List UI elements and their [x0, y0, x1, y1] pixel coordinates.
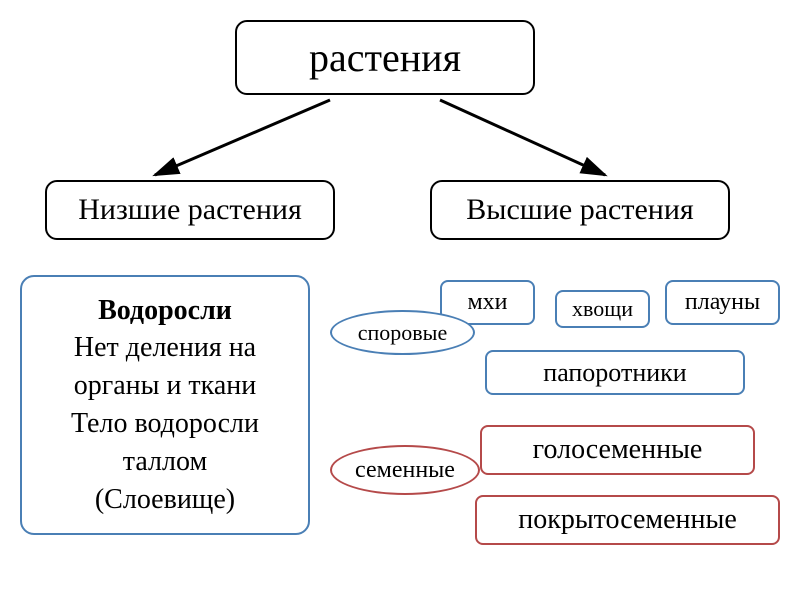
algae-line-5: (Слоевище) [95, 481, 235, 519]
node-lycopods-label: плауны [685, 289, 760, 316]
node-lower-label: Низшие растения [78, 193, 302, 227]
node-spore-bearing: споровые [330, 310, 475, 355]
node-gymnosperms: голосеменные [480, 425, 755, 475]
node-higher-label: Высшие растения [466, 193, 693, 227]
algae-line-0: Водоросли [98, 292, 232, 330]
algae-line-2: органы и ткани [74, 367, 257, 405]
node-root: растения [235, 20, 535, 95]
node-horsetails: хвощи [555, 290, 650, 328]
node-ferns-label: папоротники [543, 358, 686, 388]
node-seed-label: семенные [355, 457, 455, 484]
node-higher-plants: Высшие растения [430, 180, 730, 240]
algae-line-4: таллом [123, 443, 207, 481]
node-root-label: растения [309, 34, 461, 81]
node-angiosperms-label: покрытосеменные [518, 504, 737, 536]
node-horsetails-label: хвощи [572, 296, 633, 322]
node-seed-bearing: семенные [330, 445, 480, 495]
node-gymnosperms-label: голосеменные [533, 434, 703, 466]
algae-line-3: Тело водоросли [71, 405, 259, 443]
node-angiosperms: покрытосеменные [475, 495, 780, 545]
node-algae: Водоросли Нет деления на органы и ткани … [20, 275, 310, 535]
node-lower-plants: Низшие растения [45, 180, 335, 240]
node-lycopods: плауны [665, 280, 780, 325]
algae-line-1: Нет деления на [74, 329, 256, 367]
node-spore-label: споровые [358, 320, 447, 346]
node-ferns: папоротники [485, 350, 745, 395]
node-moss-label: мхи [467, 289, 507, 316]
